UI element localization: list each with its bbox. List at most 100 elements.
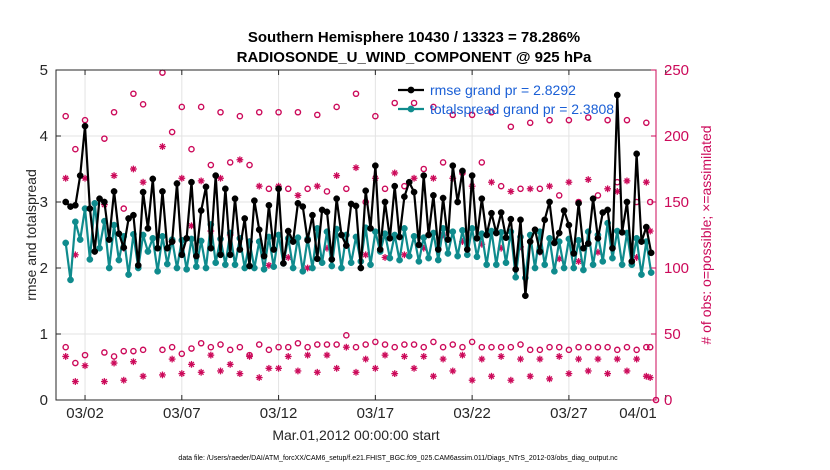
- rmse-point: [473, 234, 481, 242]
- obs-possible-marker: [420, 165, 428, 173]
- totalspread-point: [149, 234, 157, 242]
- obs-assimilated-marker: [130, 358, 137, 366]
- rmse-point: [323, 208, 331, 216]
- y-right-tick-label: 250: [664, 62, 689, 79]
- y-axis-right: 0 50 100 150 200 250: [651, 62, 689, 409]
- obs-assimilated-marker: [613, 355, 621, 363]
- obs-possible-marker: [565, 116, 573, 124]
- obs-assimilated-marker: [526, 185, 534, 193]
- obs-possible-marker: [646, 343, 654, 351]
- obs-possible-marker: [323, 188, 331, 195]
- obs-assimilated-marker: [430, 372, 437, 380]
- totalspread-point: [599, 258, 607, 265]
- obs-assimilated-marker: [352, 164, 360, 172]
- totalspread-point: [159, 232, 166, 240]
- rmse-line: [64, 93, 653, 297]
- y-tick-label: 4: [40, 128, 48, 145]
- rmse-point: [212, 172, 220, 179]
- x-axis-label: Mar.01,2012 00:00:00 start: [272, 427, 439, 443]
- obs-possible-marker: [343, 185, 350, 193]
- totalspread-point: [512, 273, 520, 281]
- rmse-point: [76, 172, 84, 179]
- obs-possible-marker: [323, 341, 331, 348]
- totalspread-point: [367, 261, 374, 269]
- y-right-tick-label: 100: [664, 260, 689, 277]
- rmse-point: [633, 150, 640, 158]
- obs-possible-marker: [333, 103, 340, 111]
- totalspread-point: [309, 264, 316, 272]
- totalspread-point: [531, 264, 539, 272]
- obs-possible-marker: [643, 119, 650, 127]
- obs-assimilated-marker: [71, 378, 79, 385]
- y-axis-right-label: # of obs: o=possible; ×=assimilated: [698, 125, 714, 344]
- rmse-point: [372, 162, 379, 170]
- obs-assimilated-marker: [507, 376, 515, 384]
- y-axis-left: 0 1 2 3 4 5: [40, 62, 61, 409]
- obs-assimilated-marker: [236, 156, 244, 164]
- obs-possible-marker: [72, 359, 79, 367]
- obs-possible-marker: [391, 343, 399, 351]
- rmse-point: [628, 258, 636, 265]
- obs-possible-marker: [207, 343, 215, 351]
- y-axis-label: rmse and totalspread: [23, 169, 39, 301]
- rmse-point: [386, 234, 394, 242]
- obs-possible-marker: [488, 343, 495, 351]
- rmse-point: [125, 215, 132, 222]
- rmse-point: [420, 172, 428, 179]
- totalspread-point: [72, 218, 79, 226]
- obs-assimilated-marker: [110, 359, 118, 367]
- rmse-point: [463, 246, 471, 253]
- rmse-point: [96, 195, 103, 203]
- rmse-point: [449, 162, 457, 170]
- obs-possible-marker: [101, 349, 108, 356]
- obs-assimilated-marker: [265, 364, 273, 372]
- x-axis: 03/02 03/07 03/12 03/17 03/22 03/27 04/01: [66, 70, 667, 422]
- obs-possible-marker: [333, 341, 340, 348]
- obs-possible-marker: [565, 346, 573, 354]
- obs-assimilated-marker: [362, 355, 370, 363]
- obs-assimilated-marker: [323, 351, 331, 359]
- obs-assimilated-marker: [313, 368, 321, 376]
- rmse-point: [101, 198, 108, 206]
- rmse-point: [352, 202, 360, 210]
- obs-assimilated-marker: [633, 355, 641, 363]
- rmse-point: [178, 251, 186, 259]
- totalspread-point: [347, 259, 355, 267]
- obs-possible-marker: [555, 192, 563, 199]
- rmse-point: [618, 229, 626, 236]
- obs-possible-marker: [217, 108, 224, 116]
- rmse-point: [202, 183, 210, 191]
- obs-possible-marker: [120, 347, 128, 355]
- totalspread-point: [192, 263, 200, 271]
- rmse-point: [309, 211, 316, 219]
- obs-possible-marker: [226, 159, 234, 166]
- obs-possible-marker: [168, 128, 176, 136]
- rmse-point: [280, 260, 287, 267]
- obs-assimilated-marker: [642, 178, 650, 186]
- obs-possible-marker: [497, 343, 505, 351]
- obs-assimilated-marker: [333, 172, 341, 179]
- obs-possible-marker: [304, 185, 311, 193]
- obs-possible-marker: [517, 341, 524, 348]
- obs-assimilated-marker: [584, 367, 592, 375]
- rmse-point: [439, 194, 447, 202]
- obs-assimilated-marker: [130, 165, 137, 173]
- totalspread-point: [405, 252, 413, 260]
- totalspread-point: [560, 264, 568, 272]
- obs-possible-marker: [110, 108, 118, 116]
- totalspread-point: [270, 263, 278, 271]
- x-tick-label: 03/17: [357, 405, 395, 422]
- obs-assimilated-marker: [294, 192, 302, 199]
- rmse-point: [522, 292, 529, 300]
- rmse-point: [454, 198, 461, 206]
- obs-assimilated-marker: [575, 258, 582, 265]
- y-tick-label: 2: [40, 260, 48, 277]
- obs-assimilated-marker: [546, 182, 553, 190]
- obs-possible-marker: [62, 343, 69, 351]
- rmse-point: [270, 246, 278, 253]
- rmse-point: [333, 195, 340, 203]
- obs-possible-marker: [584, 343, 592, 351]
- obs-assimilated-marker: [507, 188, 515, 195]
- rmse-point: [217, 251, 224, 259]
- rmse-point: [251, 197, 258, 205]
